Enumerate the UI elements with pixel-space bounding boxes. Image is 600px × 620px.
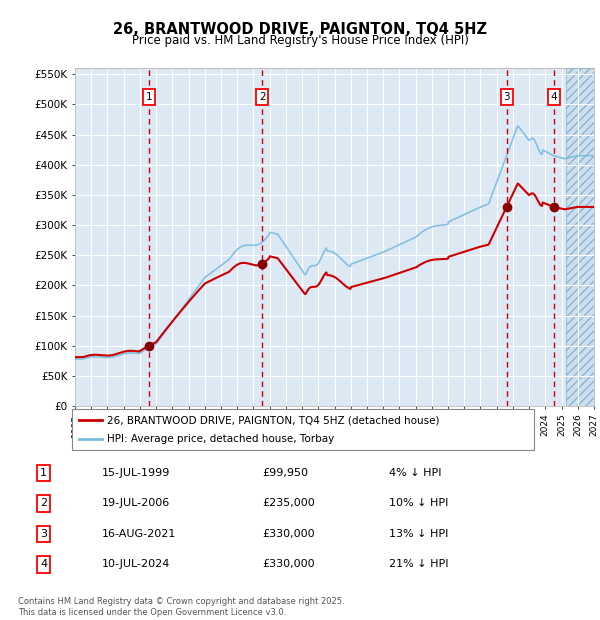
FancyBboxPatch shape <box>72 409 534 450</box>
Text: 10% ↓ HPI: 10% ↓ HPI <box>389 498 448 508</box>
Text: 4: 4 <box>40 559 47 569</box>
Text: 2: 2 <box>259 92 265 102</box>
Text: 10-JUL-2024: 10-JUL-2024 <box>102 559 170 569</box>
Text: 1: 1 <box>40 468 47 478</box>
Text: 15-JUL-1999: 15-JUL-1999 <box>102 468 170 478</box>
Text: 19-JUL-2006: 19-JUL-2006 <box>102 498 170 508</box>
Text: 13% ↓ HPI: 13% ↓ HPI <box>389 529 448 539</box>
Text: Price paid vs. HM Land Registry's House Price Index (HPI): Price paid vs. HM Land Registry's House … <box>131 34 469 47</box>
Text: 16-AUG-2021: 16-AUG-2021 <box>102 529 176 539</box>
Text: 26, BRANTWOOD DRIVE, PAIGNTON, TQ4 5HZ (detached house): 26, BRANTWOOD DRIVE, PAIGNTON, TQ4 5HZ (… <box>107 415 439 425</box>
Text: Contains HM Land Registry data © Crown copyright and database right 2025.
This d: Contains HM Land Registry data © Crown c… <box>18 598 344 617</box>
Text: 21% ↓ HPI: 21% ↓ HPI <box>389 559 448 569</box>
Text: 4: 4 <box>550 92 557 102</box>
Text: 2: 2 <box>40 498 47 508</box>
Text: 4% ↓ HPI: 4% ↓ HPI <box>389 468 442 478</box>
Text: £235,000: £235,000 <box>262 498 314 508</box>
Text: 3: 3 <box>503 92 510 102</box>
Text: £99,950: £99,950 <box>262 468 308 478</box>
Text: 1: 1 <box>145 92 152 102</box>
Text: 3: 3 <box>40 529 47 539</box>
Text: HPI: Average price, detached house, Torbay: HPI: Average price, detached house, Torb… <box>107 435 334 445</box>
Text: 26, BRANTWOOD DRIVE, PAIGNTON, TQ4 5HZ: 26, BRANTWOOD DRIVE, PAIGNTON, TQ4 5HZ <box>113 22 487 37</box>
Text: £330,000: £330,000 <box>262 529 314 539</box>
Text: £330,000: £330,000 <box>262 559 314 569</box>
Bar <box>566 68 594 406</box>
Bar <box>566 68 594 406</box>
